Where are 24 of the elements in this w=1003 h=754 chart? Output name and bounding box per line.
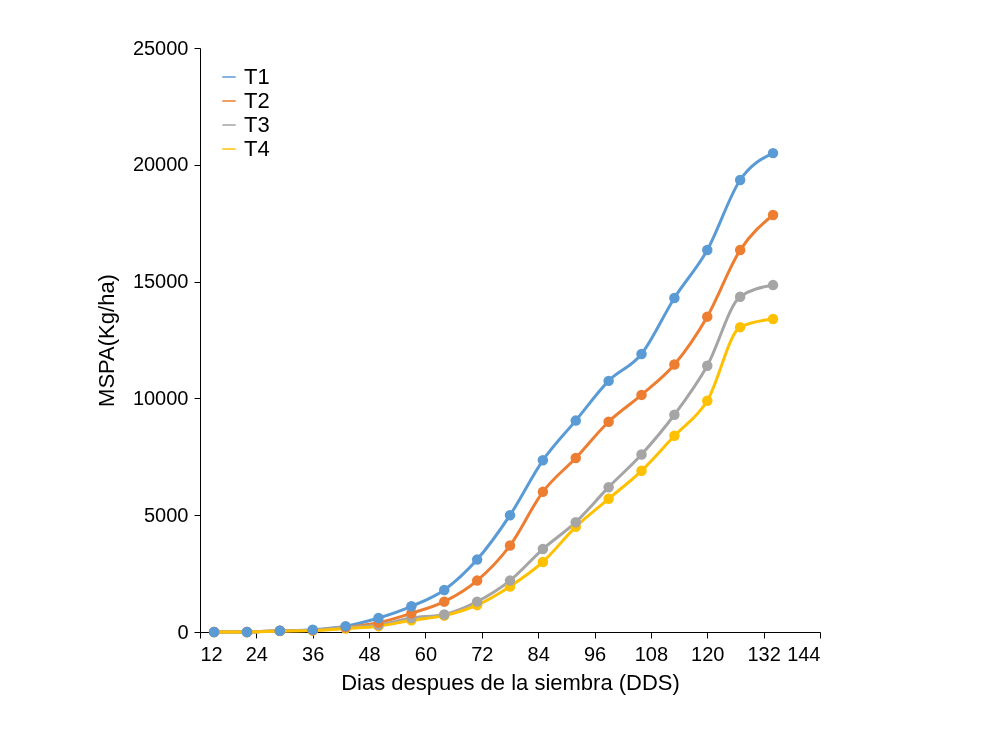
x-tick-label: 96 [583, 642, 607, 665]
x-tick-label: 36 [302, 642, 325, 665]
x-tick-label: 72 [471, 642, 494, 665]
x-tick-label: 84 [527, 642, 550, 665]
x-tick-label: 108 [634, 642, 669, 665]
x-tick-label: 120 [691, 642, 725, 665]
x-tick-label: 12 [200, 642, 223, 665]
y-tick-label: 25000 [132, 36, 189, 59]
y-axis-title: MSPA(Kg/ha) [93, 274, 119, 407]
x-tick-label: 132 [747, 642, 781, 665]
y-tick-label: 20000 [132, 153, 189, 176]
x-tick-label: 48 [358, 642, 381, 665]
legend-label: T1 [244, 64, 270, 89]
y-tick-label: 5000 [144, 503, 189, 526]
x-axis-title: Dias despues de la siembra (DDS) [341, 669, 680, 695]
y-tick-label: 15000 [132, 270, 189, 293]
x-tick-label: 60 [414, 642, 438, 665]
y-tick-label: 0 [177, 620, 189, 643]
x-tick-label: 24 [245, 642, 268, 665]
legend-label: T4 [244, 136, 270, 161]
y-tick-label: 10000 [132, 386, 189, 409]
legend-label: T3 [244, 112, 270, 137]
legend-label: T2 [244, 88, 270, 113]
x-tick-label: 144 [787, 642, 821, 665]
